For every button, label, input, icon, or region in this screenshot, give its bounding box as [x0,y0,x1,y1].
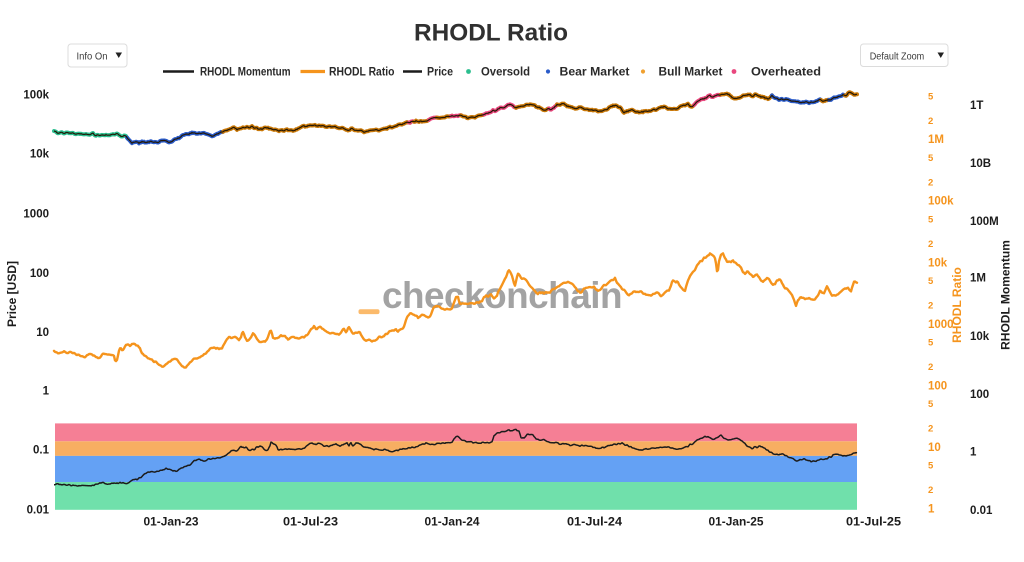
svg-text:2: 2 [928,485,933,496]
svg-text:10B: 10B [970,158,991,170]
svg-text:5: 5 [928,276,934,287]
svg-text:100: 100 [30,268,49,280]
svg-text:10: 10 [36,327,49,339]
svg-text:Oversold: Oversold [481,67,530,79]
svg-text:01-Jul-23: 01-Jul-23 [283,517,338,529]
svg-text:1000: 1000 [23,209,49,221]
svg-text:01-Jul-25: 01-Jul-25 [846,517,902,529]
svg-text:RHODL Ratio: RHODL Ratio [414,20,568,47]
svg-text:0.01: 0.01 [970,505,993,517]
svg-text:2: 2 [928,116,933,127]
svg-text:01-Jan-25: 01-Jan-25 [709,517,765,529]
svg-text:RHODL Ratio: RHODL Ratio [950,267,964,343]
svg-text:2: 2 [928,423,933,434]
svg-text:1: 1 [43,386,50,398]
svg-text:0.01: 0.01 [27,504,50,516]
svg-text:5: 5 [928,337,934,348]
svg-text:100M: 100M [970,216,999,228]
svg-text:100: 100 [970,389,989,401]
svg-text:10k: 10k [30,149,50,161]
svg-text:1000: 1000 [928,319,954,331]
svg-text:1: 1 [928,504,935,516]
svg-text:1M: 1M [970,273,986,285]
svg-text:100k: 100k [928,196,954,208]
svg-text:10k: 10k [970,331,990,343]
svg-text:Price [USD]: Price [USD] [5,261,19,327]
svg-text:RHODL Momentum: RHODL Momentum [999,240,1013,350]
svg-text:100k: 100k [23,90,49,102]
svg-text:Price: Price [427,67,453,79]
svg-text:5: 5 [928,214,934,225]
svg-text:1T: 1T [970,100,983,112]
svg-text:1: 1 [970,447,977,459]
svg-text:Info On: Info On [77,50,108,62]
svg-text:RHODL Momentum: RHODL Momentum [200,67,291,79]
svg-text:1M: 1M [928,134,944,146]
svg-text:10: 10 [928,442,941,454]
svg-text:Bear Market: Bear Market [560,67,630,79]
svg-text:2: 2 [928,300,933,311]
svg-text:checkonchain: checkonchain [382,275,622,316]
svg-text:0.1: 0.1 [33,445,50,457]
svg-text:01-Jan-23: 01-Jan-23 [144,517,199,529]
svg-text:RHODL Ratio: RHODL Ratio [329,67,395,79]
svg-text:01-Jan-24: 01-Jan-24 [425,517,481,529]
svg-text:2: 2 [928,239,933,250]
svg-text:100: 100 [928,381,947,393]
svg-text:Overheated: Overheated [751,67,821,79]
svg-text:5: 5 [928,153,934,164]
svg-text:2: 2 [928,362,933,373]
svg-text:10k: 10k [928,258,948,270]
svg-text:2: 2 [928,177,933,188]
svg-text:Bull Market: Bull Market [659,67,723,79]
svg-text:5: 5 [928,91,934,102]
svg-text:01-Jul-24: 01-Jul-24 [567,517,623,529]
svg-text:Default Zoom: Default Zoom [870,50,925,62]
svg-text:5: 5 [928,399,934,410]
svg-text:5: 5 [928,460,934,471]
